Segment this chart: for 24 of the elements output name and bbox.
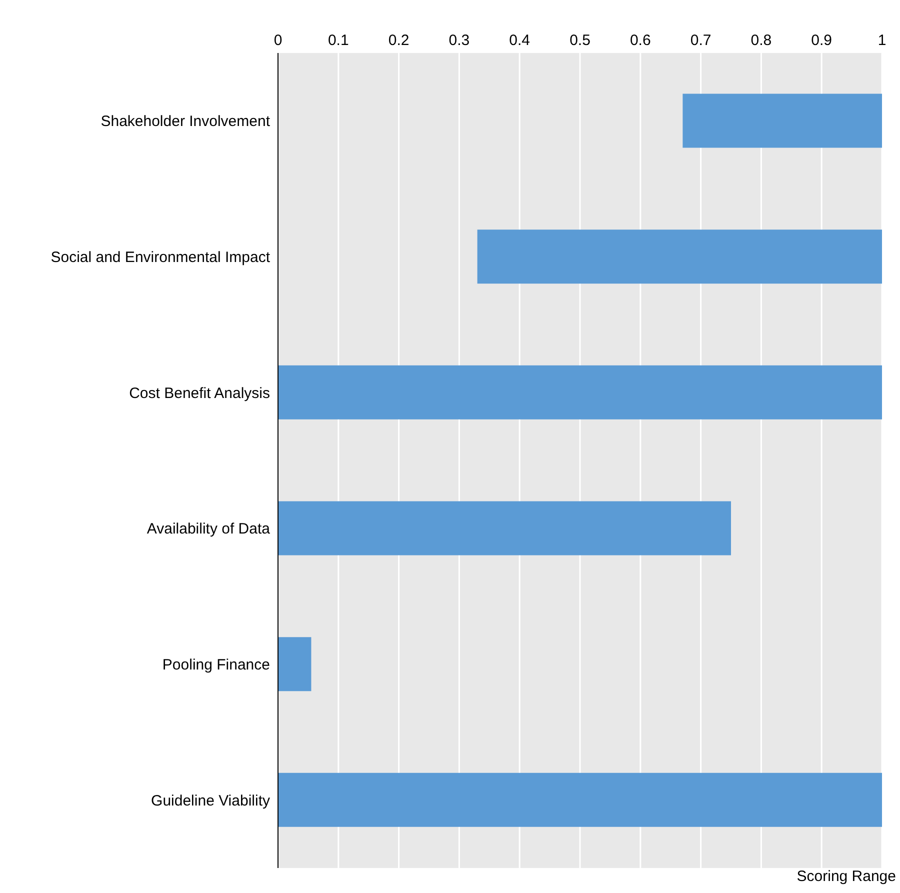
y-tick-label: Cost Benefit Analysis [129,384,270,402]
y-tick-label: Social and Environmental Impact [50,249,271,266]
x-tick-label: 0.2 [388,32,410,49]
y-tick-label: Pooling Finance [162,656,270,674]
x-tick-label: 0.6 [630,32,651,49]
bar [278,772,882,827]
x-tick-label: 0.7 [690,32,712,49]
bar [278,637,312,692]
x-tick-label: 0.1 [328,32,349,49]
x-axis-title: Scoring Range [796,868,897,885]
x-tick-label: 0.8 [750,32,772,49]
x-tick-label: 0.3 [448,32,470,49]
bar [477,230,882,284]
x-tick-label: 0.5 [570,32,590,49]
bar [278,501,731,556]
y-tick-label: Guideline Viability [151,792,270,810]
y-tick-label: Shakeholder Involvement [100,113,271,130]
x-tick-label: 1 [878,32,886,49]
x-tick-label: 0.4 [509,32,530,49]
bar [682,94,882,148]
x-tick-label: 0.9 [811,32,832,49]
y-tick-label: Availability of Data [146,520,271,538]
bar [278,365,882,420]
x-tick-label: 0 [274,32,282,49]
